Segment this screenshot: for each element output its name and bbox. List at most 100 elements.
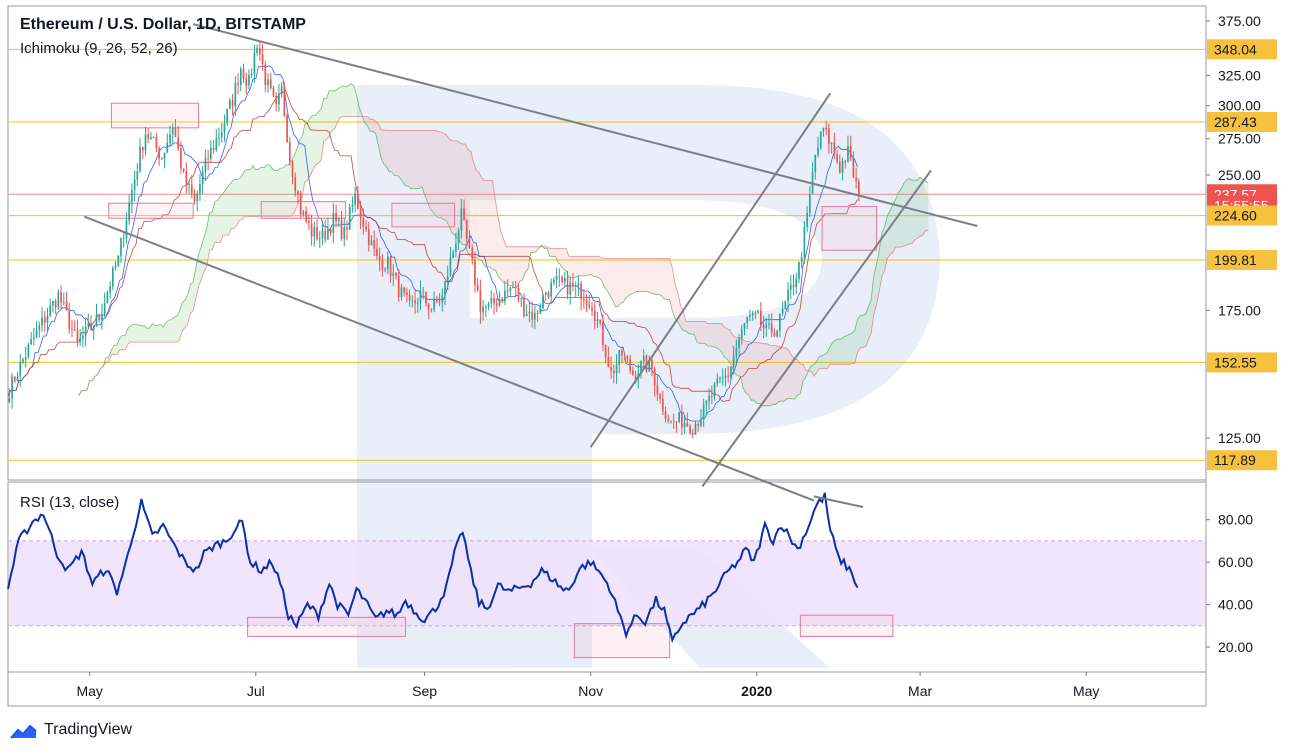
candle [403,286,406,297]
cloud-segment [582,256,586,276]
cloud-segment [187,284,191,325]
cloud-segment [413,130,417,189]
candle-body [686,423,689,427]
candle [174,119,177,138]
candle-body [484,306,487,308]
candle-body [514,287,517,289]
cloud-segment [666,258,670,300]
candle [697,422,700,432]
candle-body [8,398,11,403]
cloud-segment [503,238,507,284]
time-tick-label: 2020 [741,683,772,699]
candle-body [574,285,577,287]
cloud-segment [214,200,218,243]
cloud-segment [400,130,403,182]
candle-body [41,317,43,326]
cloud-segment [165,319,169,343]
candle-body [681,412,683,428]
candle [531,301,533,328]
candle-body [256,47,258,53]
time-tick-label: Sep [412,683,437,699]
candle-body [716,378,719,384]
cloud-segment [922,179,926,236]
cloud-segment [329,90,333,136]
cloud-segment [636,258,640,292]
candle [838,154,841,174]
tradingview-logo[interactable]: TradingView [10,718,132,742]
candle [329,227,332,237]
candle-body [242,68,245,79]
cloud-segment [612,258,616,307]
candle-body [558,276,561,278]
cloud-segment [764,343,768,406]
candle [732,345,735,375]
candle [629,354,631,375]
candle [670,420,672,424]
brand-text: TradingView [44,721,133,738]
candle [727,366,730,383]
candle [171,123,174,145]
candle-body [588,304,591,308]
cloud-segment [577,256,580,277]
cloud-segment [424,130,428,202]
candle [618,349,621,374]
candle-body [566,277,569,295]
cloud-segment [601,257,605,287]
candle-body [615,364,618,374]
candle-body [362,217,365,227]
time-tick-label: May [76,683,102,699]
candle-body [438,301,441,303]
candle [471,244,474,265]
cloud-segment [824,352,828,369]
candle [716,373,719,387]
candle [73,320,76,331]
cloud-segment [296,141,300,207]
candle-body [506,290,509,292]
cloud-segment [713,323,716,348]
candle [283,81,286,117]
candle [754,310,757,320]
candle-body [269,79,272,88]
candle-body [212,147,215,150]
candle-body [534,313,536,320]
candle [433,291,435,313]
cloud-segment [367,116,371,132]
candle-body [261,54,264,65]
candle-body [367,229,370,246]
cloud-segment [119,335,123,350]
candle [400,283,403,301]
cloud-segment [754,342,757,404]
time-axis-frame [7,671,1207,707]
candle-body [60,292,62,303]
candle [19,354,22,387]
candle [33,328,35,346]
candle [182,168,185,174]
candle [204,149,207,182]
candle [275,92,278,112]
candle-body [675,421,678,423]
candle-body [411,300,414,302]
candle [92,324,95,341]
cloud-segment [881,226,885,276]
candle-body [234,82,237,107]
candle-body [441,295,444,303]
candle [713,381,716,401]
candle-body [125,220,128,239]
candle [841,157,844,181]
candle [700,408,702,428]
highlight-box [391,202,456,228]
cloud-segment [454,140,458,238]
candle-body [278,93,280,105]
candle [455,232,457,258]
candle [789,274,792,300]
candle-body [68,310,71,330]
candle [808,185,811,218]
cloud-segment [786,348,790,399]
candle [593,302,596,330]
cloud-segment [508,246,512,286]
candle [286,113,288,143]
candle-body [694,423,697,435]
candle [653,366,656,397]
candle-body [111,267,114,287]
